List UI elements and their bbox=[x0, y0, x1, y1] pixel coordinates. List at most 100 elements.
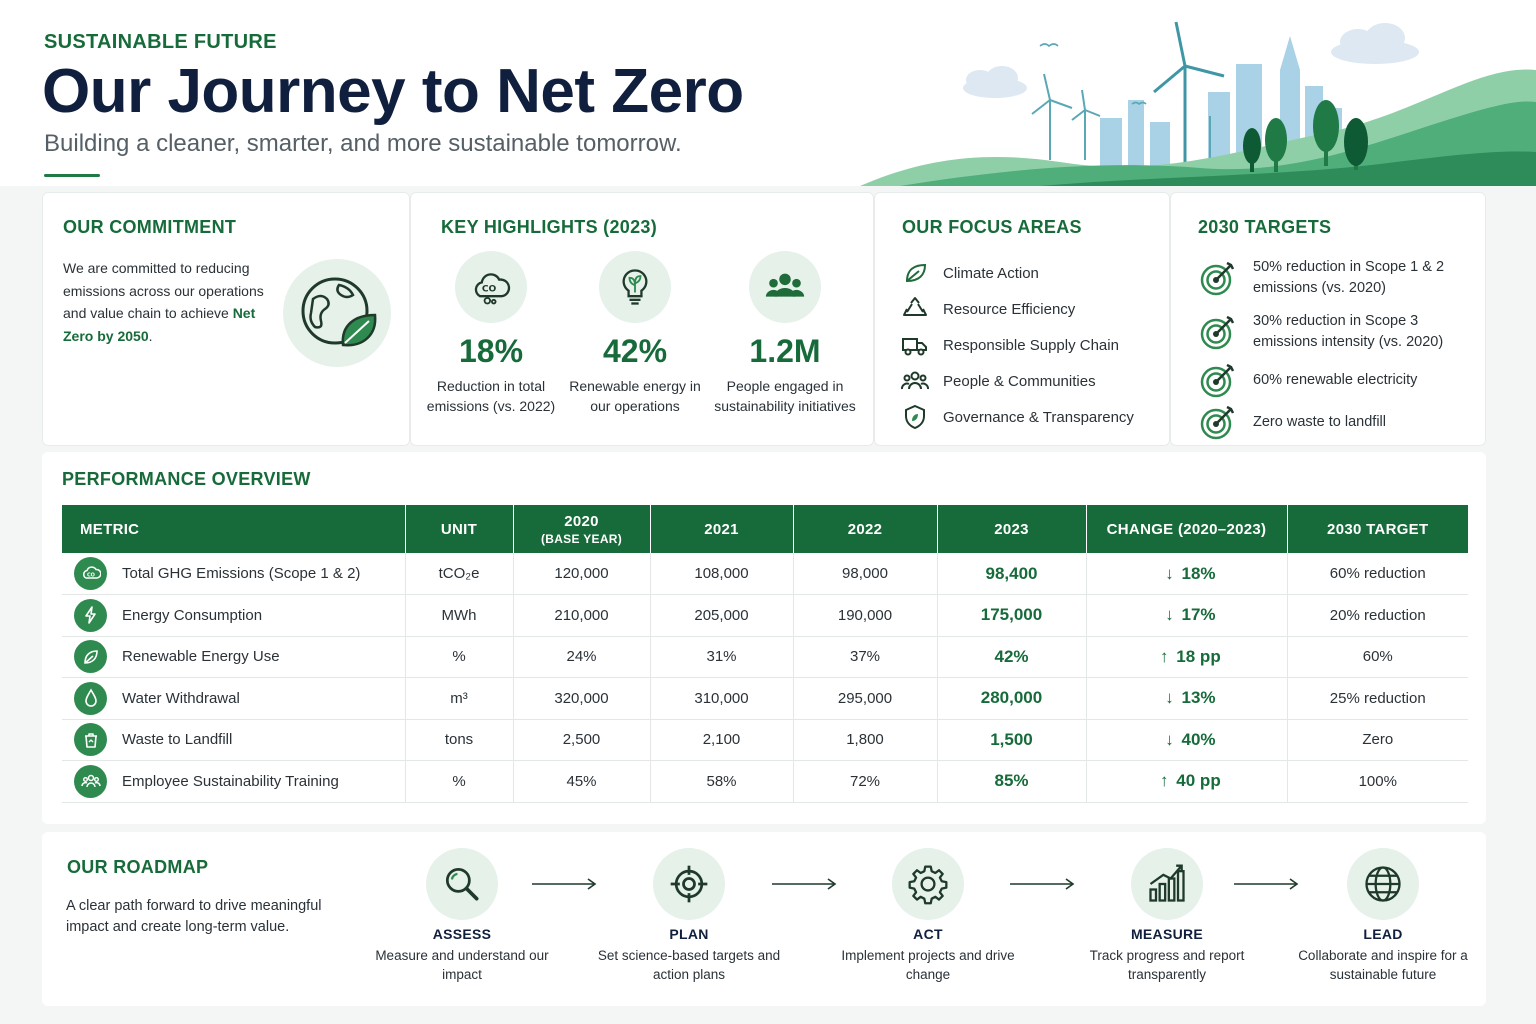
metric-cell: Energy Consumption bbox=[62, 594, 406, 637]
target-item: Zero waste to landfill bbox=[1199, 401, 1463, 443]
focus-label: Climate Action bbox=[943, 264, 1039, 282]
focus-list: Climate Action Resource Efficiency Respo… bbox=[901, 255, 1134, 435]
highlight-value: 18% bbox=[458, 333, 524, 369]
arrow-up-icon: ↑ bbox=[1160, 646, 1169, 666]
metric-cell: CO Total GHG Emissions (Scope 1 & 2) bbox=[62, 553, 406, 595]
co2-icon: CO bbox=[74, 557, 107, 590]
metric-label: Energy Consumption bbox=[122, 606, 263, 624]
focus-item-resource: Resource Efficiency bbox=[901, 291, 1134, 327]
change-cell: ↑ 18 pp bbox=[1086, 636, 1288, 678]
target-icon bbox=[1200, 315, 1235, 350]
table-row: Waste to Landfill tons 2,500 2,100 1,800… bbox=[62, 719, 1468, 761]
metric-cell: Water Withdrawal bbox=[62, 677, 406, 720]
y2020-cell: 210,000 bbox=[513, 594, 651, 637]
col-2020-sub: (BASE YEAR) bbox=[540, 531, 623, 546]
y2020-cell: 24% bbox=[513, 636, 651, 678]
roadmap-step-act: ACT Implement projects and drive change bbox=[833, 848, 1023, 984]
lightning-icon bbox=[74, 598, 107, 632]
y2022-cell: 295,000 bbox=[793, 677, 938, 720]
change-value: 40 pp bbox=[1176, 771, 1221, 791]
metric-cell: Waste to Landfill bbox=[62, 719, 406, 761]
y2022-cell: 1,800 bbox=[793, 719, 938, 761]
target-cell: 100% bbox=[1287, 760, 1468, 803]
commitment-emphasis: Net Zero by 2050 bbox=[63, 305, 256, 345]
arrow-right-icon bbox=[1010, 878, 1075, 890]
metric-label: Renewable Energy Use bbox=[122, 648, 280, 666]
table-header-row: METRIC UNIT 2020 (BASE YEAR) 2021 2022 20… bbox=[62, 505, 1468, 553]
unit-cell: % bbox=[405, 760, 514, 803]
target-cell: 25% reduction bbox=[1287, 677, 1468, 720]
y2023-cell: 42% bbox=[937, 636, 1087, 678]
arrow-right-icon bbox=[772, 878, 837, 890]
shield-icon bbox=[905, 404, 925, 430]
target-cell: 20% reduction bbox=[1287, 594, 1468, 637]
y2022-cell: 72% bbox=[793, 760, 938, 803]
focus-label: People & Communities bbox=[943, 372, 1096, 390]
leaf-icon bbox=[74, 640, 107, 674]
y2020-cell: 120,000 bbox=[513, 553, 651, 595]
col-change: CHANGE (2020–2023) bbox=[1086, 505, 1288, 553]
target-cell: 60% bbox=[1287, 636, 1468, 678]
step-title: LEAD bbox=[1363, 926, 1403, 942]
target-icon bbox=[1200, 261, 1235, 296]
highlight-label: Reduction in total emissions (vs. 2022) bbox=[426, 378, 556, 414]
bin-icon bbox=[74, 723, 107, 757]
col-2020: 2020 (BASE YEAR) bbox=[513, 505, 651, 553]
commitment-period: . bbox=[148, 328, 153, 345]
arrow-right-icon bbox=[1234, 878, 1299, 890]
col-metric: METRIC bbox=[62, 505, 406, 553]
focus-label: Governance & Transparency bbox=[943, 408, 1134, 426]
focus-label: Resource Efficiency bbox=[943, 300, 1076, 318]
target-item: 30% reduction in Scope 3 emissions inten… bbox=[1199, 305, 1463, 359]
arrow-down-icon: ↓ bbox=[1165, 563, 1174, 583]
step-desc: Set science-based targets and action pla… bbox=[597, 948, 781, 982]
focus-item-climate: Climate Action bbox=[901, 255, 1134, 291]
arrow-down-icon: ↓ bbox=[1165, 605, 1174, 625]
step-title: ASSESS bbox=[432, 926, 492, 942]
roadmap-card: OUR ROADMAP A clear path forward to driv… bbox=[42, 832, 1486, 1006]
y2021-cell: 108,000 bbox=[650, 553, 794, 595]
y2023-cell: 280,000 bbox=[937, 677, 1087, 720]
metric-label: Employee Sustainability Training bbox=[122, 772, 339, 790]
targets-title: 2030 TARGETS bbox=[1198, 217, 1332, 237]
highlight-value: 42% bbox=[602, 333, 668, 369]
title-underline bbox=[44, 174, 100, 177]
y2021-cell: 58% bbox=[650, 760, 794, 803]
hero-banner: SUSTAINABLE FUTURE Our Journey to Net Ze… bbox=[0, 0, 1536, 186]
focus-item-governance: Governance & Transparency bbox=[901, 399, 1134, 435]
targets-list: 50% reduction in Scope 1 & 2 emissions (… bbox=[1199, 251, 1463, 443]
commitment-title: OUR COMMITMENT bbox=[63, 217, 237, 237]
arrow-up-icon: ↑ bbox=[1160, 771, 1169, 791]
globe-icon bbox=[1347, 848, 1419, 920]
y2022-cell: 190,000 bbox=[793, 594, 938, 637]
y2023-cell: 175,000 bbox=[937, 594, 1087, 637]
crosshair-icon bbox=[653, 848, 725, 920]
step-desc: Collaborate and inspire for a sustainabl… bbox=[1298, 948, 1468, 982]
page-subtitle: Building a cleaner, smarter, and more su… bbox=[44, 130, 682, 157]
focus-title: OUR FOCUS AREAS bbox=[902, 217, 1082, 237]
target-item: 50% reduction in Scope 1 & 2 emissions (… bbox=[1199, 251, 1463, 305]
change-cell: ↓ 18% bbox=[1086, 553, 1288, 595]
y2021-cell: 31% bbox=[650, 636, 794, 678]
col-2023: 2023 bbox=[937, 505, 1087, 553]
y2020-cell: 2,500 bbox=[513, 719, 651, 761]
highlight-people: 1.2M People engaged in sustainability in… bbox=[705, 251, 865, 416]
magnifier-icon bbox=[426, 848, 498, 920]
table-row: Energy Consumption MWh 210,000 205,000 1… bbox=[62, 594, 1468, 637]
change-cell: ↓ 40% bbox=[1086, 719, 1288, 761]
highlight-emissions: CO 18% Reduction in total emissions (vs.… bbox=[416, 251, 566, 416]
commitment-body: We are committed to reducing emissions a… bbox=[63, 260, 264, 322]
unit-cell: MWh bbox=[405, 594, 514, 637]
commitment-card: OUR COMMITMENT We are committed to reduc… bbox=[42, 192, 410, 446]
change-value: 18 pp bbox=[1176, 646, 1221, 666]
people-icon bbox=[74, 764, 107, 798]
highlight-label: Renewable energy in our operations bbox=[569, 378, 701, 414]
change-value: 40% bbox=[1181, 729, 1216, 749]
target-item: 60% renewable electricity bbox=[1199, 359, 1463, 401]
col-2022: 2022 bbox=[793, 505, 938, 553]
performance-title: PERFORMANCE OVERVIEW bbox=[62, 469, 311, 489]
community-icon bbox=[901, 371, 929, 390]
col-2021: 2021 bbox=[650, 505, 794, 553]
step-desc: Implement projects and drive change bbox=[841, 948, 1015, 982]
highlight-renewable: 42% Renewable energy in our operations bbox=[560, 251, 710, 416]
